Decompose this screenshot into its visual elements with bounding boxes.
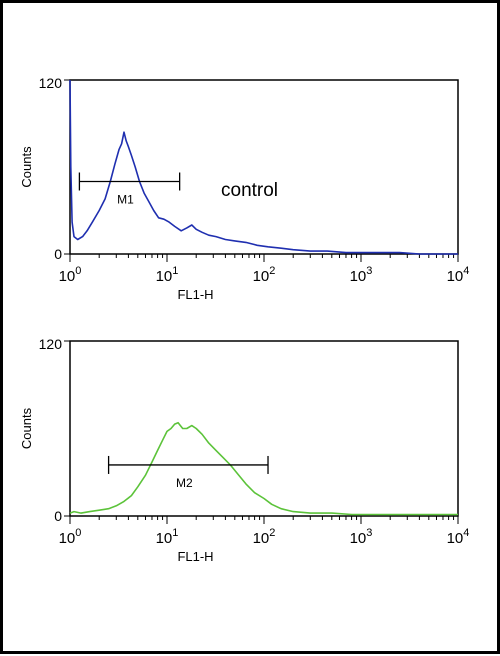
- x-tick-label: 103: [350, 265, 373, 285]
- x-tick-label: 100: [59, 265, 82, 285]
- x-axis-label: FL1-H: [177, 549, 213, 564]
- x-axis-label: FL1-H: [177, 287, 213, 302]
- y-tick-label: 120: [39, 336, 63, 352]
- x-tick-label: 102: [253, 527, 276, 547]
- x-tick-label: 102: [253, 265, 276, 285]
- gate-label: M2: [176, 476, 193, 490]
- histogram-panel-2: 100 101 102 103 104 0 120 FL1-H Counts M2: [19, 336, 469, 564]
- histogram-trace: [69, 79, 458, 255]
- y-axis-label: Counts: [19, 407, 34, 449]
- annotation-label: control: [221, 180, 278, 201]
- y-axis-label: Counts: [19, 146, 34, 188]
- x-tick-label: 101: [156, 527, 179, 547]
- y-tick-label: 0: [54, 246, 62, 262]
- y-tick-label: 0: [54, 508, 62, 524]
- x-tick-label: 101: [156, 265, 179, 285]
- x-tick-label: 100: [59, 527, 82, 547]
- y-tick-label: 120: [39, 75, 63, 91]
- histogram-panel-1: 100 101 102 103 104 0 120 FL1-H Counts M1 control: [19, 75, 469, 302]
- x-tick-label: 104: [447, 527, 470, 547]
- plot-area: [69, 79, 459, 255]
- plot-area: [69, 340, 459, 517]
- x-tick-label: 104: [447, 265, 470, 285]
- x-tick-label: 103: [350, 527, 373, 547]
- gate-label: M1: [117, 193, 134, 207]
- histogram-trace: [69, 421, 458, 516]
